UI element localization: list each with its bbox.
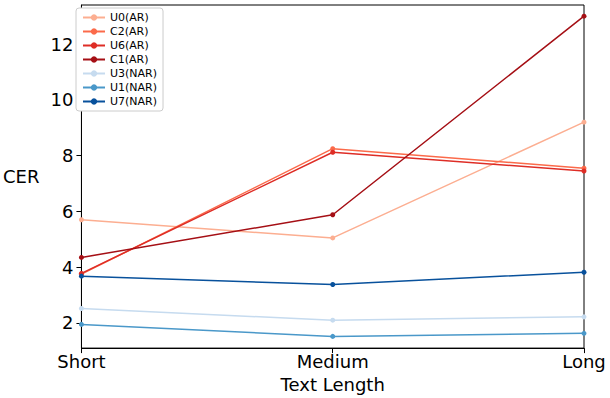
svg-text:U3(NAR): U3(NAR) [110,67,157,80]
svg-text:U0(AR): U0(AR) [110,11,149,24]
svg-text:U7(NAR): U7(NAR) [110,95,157,108]
svg-text:4: 4 [62,257,73,278]
svg-text:Short: Short [57,351,105,372]
svg-text:8: 8 [62,145,73,166]
svg-text:Text Length: Text Length [280,374,385,395]
svg-text:CER: CER [3,166,39,187]
svg-text:10: 10 [51,89,74,110]
svg-text:U6(AR): U6(AR) [110,39,149,52]
svg-text:U1(NAR): U1(NAR) [110,81,157,94]
svg-text:2: 2 [62,312,73,333]
svg-text:Long: Long [562,351,606,372]
svg-text:Medium: Medium [297,351,369,372]
svg-text:C1(AR): C1(AR) [110,53,148,66]
svg-text:6: 6 [62,201,73,222]
svg-text:12: 12 [51,34,74,55]
svg-text:C2(AR): C2(AR) [110,25,148,38]
